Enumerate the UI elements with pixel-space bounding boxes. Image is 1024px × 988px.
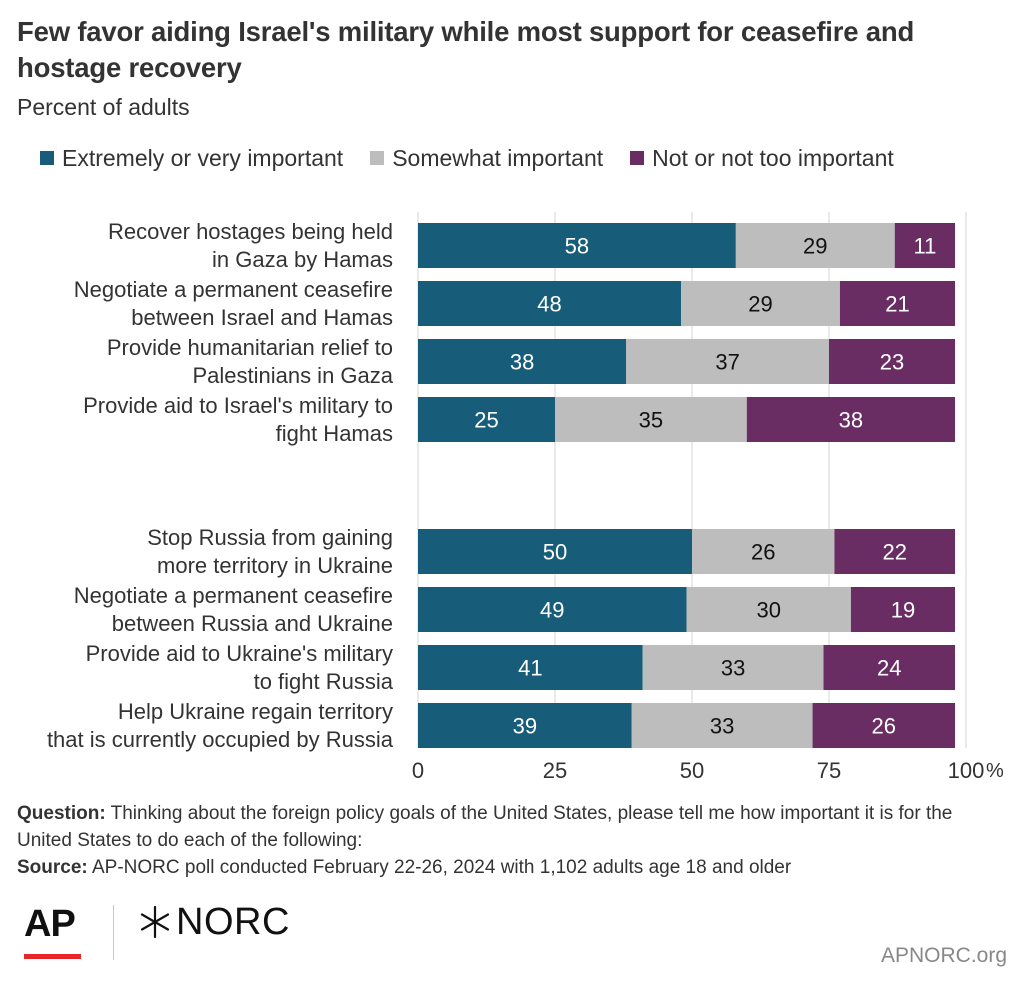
bar-extremely-2 — [418, 281, 682, 326]
data-label-somewhat-3: 37 — [715, 350, 739, 375]
chart-title: Few favor aiding Israel's military while… — [17, 16, 915, 83]
bar-somewhat-4 — [555, 397, 747, 442]
category-label-6-line-2: between Russia and Ukraine — [112, 611, 393, 636]
bar-not-5 — [834, 529, 956, 574]
bar-not-8 — [812, 703, 956, 748]
category-label-3-line-2: Palestinians in Gaza — [192, 363, 393, 388]
logo-divider — [113, 905, 114, 960]
category-label-2-line-2: between Israel and Hamas — [131, 305, 393, 330]
bar-extremely-5 — [418, 529, 692, 574]
bar-somewhat-3 — [626, 339, 829, 384]
legend-item-somewhat: Somewhat important — [370, 145, 603, 172]
chart-legend: Extremely or very important Somewhat imp… — [40, 143, 894, 173]
category-label-7-line-1: Provide aid to Ukraine's military — [86, 641, 393, 666]
data-label-not-6: 19 — [891, 598, 915, 623]
x-axis-unit: % — [986, 760, 1004, 782]
legend-label-somewhat: Somewhat important — [392, 144, 604, 171]
category-label-4-line-2: fight Hamas — [276, 421, 393, 446]
x-tick-label-50: 50 — [680, 758, 704, 783]
data-label-extremely-7: 41 — [518, 656, 542, 681]
x-tick-label-25: 25 — [543, 758, 567, 783]
bar-extremely-6 — [418, 587, 687, 632]
question-note: Question: Thinking about the foreign pol… — [17, 800, 1007, 854]
data-label-somewhat-5: 26 — [751, 540, 775, 565]
norc-star-icon — [140, 905, 170, 939]
data-label-somewhat-4: 35 — [639, 408, 663, 433]
data-label-extremely-2: 48 — [537, 292, 561, 317]
x-tick-label-75: 75 — [817, 758, 841, 783]
category-label-1-line-1: Recover hostages being held — [108, 219, 393, 244]
data-label-not-1: 11 — [913, 234, 936, 259]
data-label-not-8: 26 — [872, 714, 896, 739]
category-label-5-line-1: Stop Russia from gaining — [147, 525, 393, 550]
legend-label-extremely: Extremely or very important — [62, 144, 344, 171]
category-label-6-line-1: Negotiate a permanent ceasefire — [74, 583, 393, 608]
legend-swatch-somewhat — [370, 151, 385, 165]
data-label-somewhat-7: 33 — [721, 656, 745, 681]
website-link[interactable]: APNORC.org — [880, 944, 1007, 967]
data-label-somewhat-1: 29 — [803, 234, 827, 259]
category-label-3-line-1: Provide humanitarian relief to — [107, 335, 393, 360]
legend-swatch-extremely — [40, 151, 54, 165]
data-label-somewhat-2: 29 — [748, 292, 772, 317]
bar-extremely-1 — [418, 223, 736, 268]
data-label-not-2: 21 — [885, 292, 909, 317]
bar-extremely-3 — [418, 339, 627, 384]
chart-subtitle: Percent of adults — [17, 94, 190, 120]
ap-logo-underline — [24, 954, 81, 959]
bar-somewhat-7 — [642, 645, 824, 690]
legend-item-not: Not or not too important — [630, 145, 894, 172]
data-label-extremely-5: 50 — [543, 540, 567, 565]
category-label-2-line-1: Negotiate a permanent ceasefire — [74, 277, 393, 302]
bar-somewhat-5 — [692, 529, 835, 574]
bar-not-6 — [850, 587, 956, 632]
bar-extremely-4 — [418, 397, 555, 442]
ap-logo: AP — [24, 903, 76, 945]
category-label-4-line-1: Provide aid to Israel's military to — [83, 393, 393, 418]
bar-somewhat-8 — [631, 703, 813, 748]
category-label-5-line-2: more territory in Ukraine — [157, 553, 393, 578]
bar-extremely-8 — [418, 703, 632, 748]
question-text: Thinking about the foreign policy goals … — [17, 803, 953, 851]
data-label-somewhat-6: 30 — [756, 598, 780, 623]
data-label-extremely-1: 58 — [565, 234, 589, 259]
source-label: Source: — [17, 857, 88, 878]
data-label-not-5: 22 — [883, 540, 907, 565]
data-label-extremely-6: 49 — [540, 598, 564, 623]
data-label-not-4: 38 — [839, 408, 863, 433]
data-label-extremely-4: 25 — [474, 408, 498, 433]
bar-not-7 — [823, 645, 956, 690]
norc-logo-text: NORC — [176, 901, 290, 943]
x-tick-label-0: 0 — [412, 758, 424, 783]
data-label-extremely-8: 39 — [513, 714, 537, 739]
data-label-somewhat-8: 33 — [710, 714, 734, 739]
source-note: Source: AP-NORC poll conducted February … — [17, 854, 1007, 881]
bar-not-1 — [894, 223, 956, 268]
category-label-8-line-2: that is currently occupied by Russia — [47, 727, 394, 752]
bar-extremely-7 — [418, 645, 643, 690]
legend-item-extremely: Extremely or very important — [40, 145, 343, 172]
category-label-7-line-2: to fight Russia — [254, 669, 394, 694]
question-label: Question: — [17, 803, 106, 824]
x-tick-label-100: 100 — [948, 758, 985, 783]
stacked-bar-chart: 58 29 11 Recover hostages being held in Gaza… — [47, 212, 1004, 783]
legend-swatch-not — [630, 151, 645, 165]
source-text: AP-NORC poll conducted February 22-26, 2… — [91, 857, 792, 878]
category-label-1-line-2: in Gaza by Hamas — [212, 247, 393, 272]
chart-footer: Question: Thinking about the foreign pol… — [17, 800, 1007, 881]
data-label-not-7: 24 — [877, 656, 901, 681]
data-label-extremely-3: 38 — [510, 350, 534, 375]
legend-label-not: Not or not too important — [652, 144, 894, 171]
bar-somewhat-2 — [681, 281, 840, 326]
bar-not-3 — [829, 339, 956, 384]
category-label-8-line-1: Help Ukraine regain territory — [118, 699, 393, 724]
bar-not-4 — [746, 397, 956, 442]
norc-logo: NORC — [138, 902, 290, 942]
data-label-not-3: 23 — [880, 350, 904, 375]
bar-somewhat-6 — [686, 587, 851, 632]
bar-somewhat-1 — [735, 223, 895, 268]
bar-not-2 — [839, 281, 956, 326]
